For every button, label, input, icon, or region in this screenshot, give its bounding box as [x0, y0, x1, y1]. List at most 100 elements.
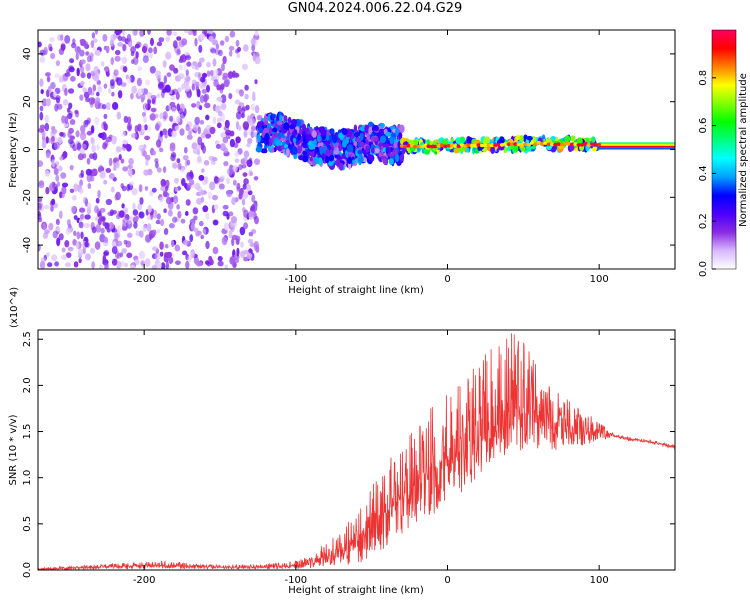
snr-x-axis-label: Height of straight line (km) [288, 585, 424, 596]
heatmap-cell [92, 46, 97, 52]
heatmap-cell [203, 205, 209, 212]
heatmap-cell [390, 132, 397, 138]
heatmap-cell [250, 229, 257, 234]
heatmap-cell [229, 30, 236, 38]
heatmap-cell [103, 179, 108, 185]
heatmap-cell [84, 119, 90, 126]
heatmap-cell [139, 197, 144, 205]
heatmap-cell [228, 45, 235, 51]
heatmap-cell [218, 49, 223, 56]
heatmap-cell [412, 139, 419, 146]
heatmap-cell [292, 137, 297, 143]
heatmap-cell [184, 85, 191, 92]
heatmap-cell [168, 223, 175, 229]
heatmap-cell [64, 35, 71, 44]
heatmap-cell [220, 83, 225, 90]
heatmap-cell [60, 172, 67, 179]
heatmap-cell [43, 46, 48, 56]
heatmap-cell [114, 55, 121, 62]
heatmap-cell [162, 166, 167, 174]
ridge-point [456, 144, 461, 149]
heatmap-cell [40, 257, 47, 263]
y-tick-label: 2.0 [22, 377, 33, 393]
heatmap-cell [304, 127, 310, 134]
heatmap-cell [126, 252, 133, 259]
heatmap-cell [314, 156, 320, 165]
heatmap-cell [151, 264, 158, 269]
heatmap-cell [79, 94, 84, 101]
heatmap-cell [195, 261, 203, 267]
ridge-point [543, 141, 548, 145]
heatmap-cell [121, 56, 128, 64]
heatmap-cell [191, 83, 195, 91]
heatmap-cell [61, 115, 66, 124]
heatmap-cell [159, 112, 164, 120]
heatmap-cell [163, 75, 167, 84]
heatmap-cell [142, 111, 146, 117]
heatmap-cell [133, 221, 138, 229]
heatmap-cell [242, 44, 249, 52]
heatmap-cell [165, 51, 172, 60]
y-tick-label: 2.5 [22, 331, 33, 347]
ridge-point [576, 143, 581, 147]
heatmap-cell [483, 136, 490, 144]
ridge-point [406, 143, 411, 148]
heatmap-cell [132, 209, 139, 216]
x-tick-label: 100 [590, 575, 609, 586]
x-tick-label: -100 [284, 274, 307, 285]
heatmap-cell [171, 130, 177, 138]
spectrogram-y-axis-label: Frequency (Hz) [8, 112, 19, 188]
y-tick-label: 0.0 [22, 562, 33, 578]
heatmap-cell [80, 59, 86, 65]
ridge-point [529, 141, 535, 145]
heatmap-cell [209, 181, 216, 191]
heatmap-cell [205, 212, 210, 220]
heatmap-cell [245, 183, 252, 192]
y-tick-label: 1.0 [22, 470, 33, 486]
heatmap-cell [154, 253, 161, 261]
heatmap-cell [72, 195, 77, 201]
heatmap-cell [90, 40, 95, 49]
heatmap-cell [228, 211, 234, 217]
heatmap-cell [301, 123, 307, 132]
y-tick-label: -20 [22, 189, 33, 205]
heatmap-cell [231, 197, 237, 206]
heatmap-cell [67, 246, 74, 252]
heatmap-cell [247, 238, 254, 244]
heatmap-cell [228, 230, 233, 239]
heatmap-cell [130, 51, 135, 57]
y-tick-label: -40 [22, 237, 33, 253]
heatmap-cell [243, 256, 249, 262]
heatmap-cell [73, 183, 79, 192]
heatmap-cell [129, 181, 135, 186]
heatmap-cell [54, 73, 60, 79]
heatmap-cell [341, 128, 348, 136]
x-tick-label: -100 [284, 575, 307, 586]
heatmap-cell [87, 183, 92, 189]
heatmap-cell [226, 190, 233, 198]
heatmap-cell [105, 198, 113, 206]
heatmap-cell [176, 103, 181, 112]
heatmap-cell [254, 105, 260, 114]
heatmap-cell [127, 76, 132, 84]
heatmap-cell [94, 241, 101, 250]
heatmap-cell [94, 70, 99, 79]
spectrogram-x-axis-label: Height of straight line (km) [288, 285, 424, 296]
heatmap-cell [84, 253, 91, 261]
heatmap-cell [156, 41, 163, 47]
heatmap-cell [61, 182, 69, 188]
heatmap-cell [121, 203, 125, 209]
heatmap-cell [138, 250, 146, 260]
heatmap-cell [143, 116, 147, 123]
heatmap-cell [216, 122, 222, 129]
heatmap-cell [171, 106, 177, 113]
heatmap-cell [212, 116, 217, 124]
heatmap-cell [328, 154, 335, 162]
ridge-point [506, 142, 511, 147]
heatmap-cell [42, 223, 47, 231]
heatmap-cell [189, 170, 193, 178]
ridge-point [523, 142, 528, 147]
heatmap-cell [317, 134, 322, 142]
heatmap-cell [98, 210, 102, 217]
heatmap-cell [175, 91, 180, 100]
